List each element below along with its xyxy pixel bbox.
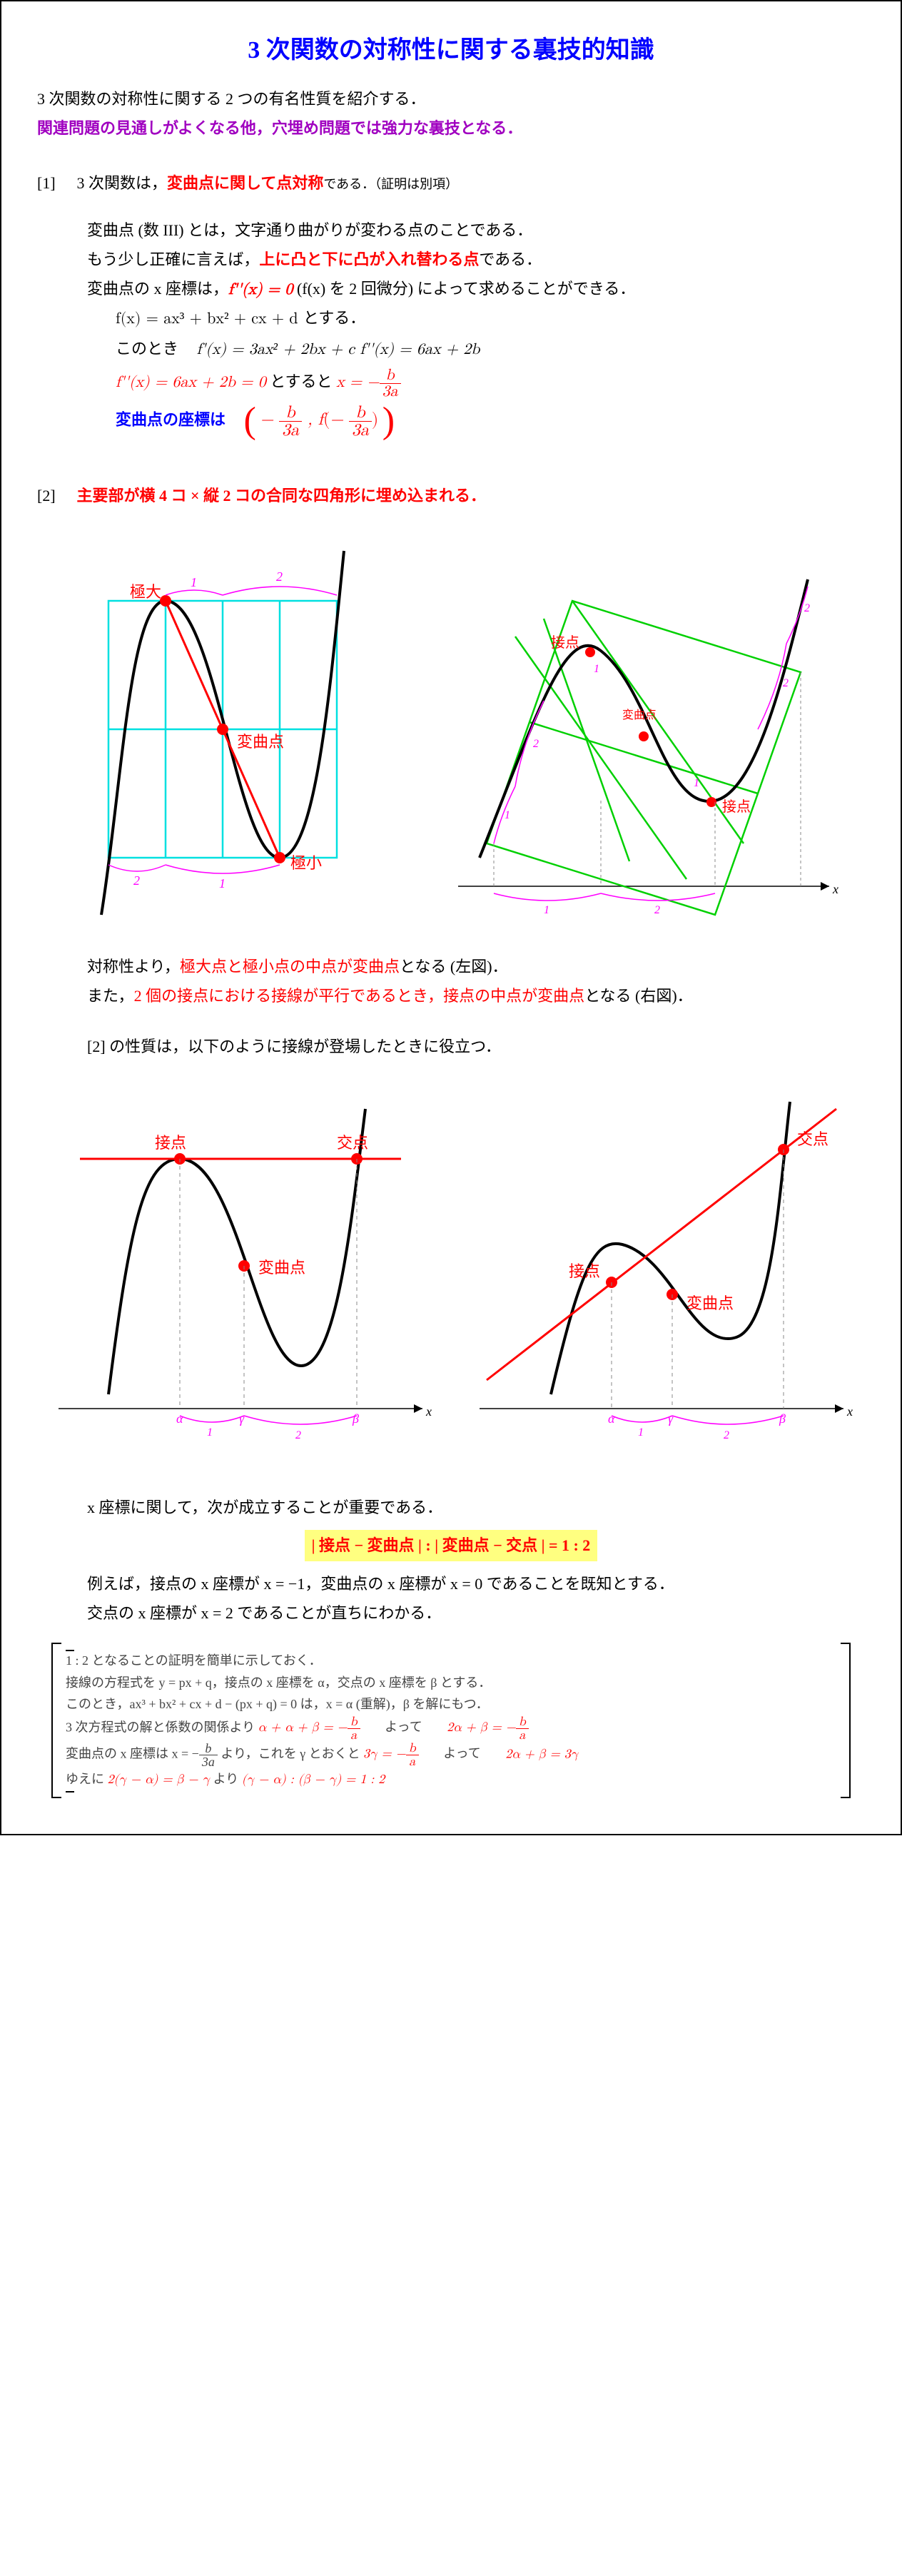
sec1-eq3a: f''(x) = 6ax + 2b = 0 [116,375,266,390]
sec1-eq4a: 変曲点の座標は [116,410,226,428]
svg-text:α: α [176,1411,183,1426]
figure-1-right: x [430,529,843,933]
figure-2-left: x [37,1080,437,1455]
svg-text:1: 1 [544,904,549,916]
sec2-lead: 主要部が横 4 コ × 縦 2 コの合同な四角形に埋め込まれる． [77,487,487,504]
sec1-p2a: もう少し正確に言えば， [87,250,259,268]
proof-l6: ゆえに 2(γ − α) = β − γ より (γ − α) : (β − γ… [66,1768,836,1791]
proof-l3: このとき，ax³ + bx² + cx + d − (px + q) = 0 は… [66,1693,836,1715]
figure-1-left: 極大 変曲点 極小 1 2 2 1 [37,529,408,933]
label-max: 極大 [130,583,161,601]
svg-text:γ: γ [239,1411,245,1426]
ratio-highlight: | 接点 − 変曲点 | : | 変曲点 − 交点 | = 1 : 2 [305,1530,598,1561]
page: 3 次関数の対称性に関する裏技的知識 3 次関数の対称性に関する 2 つの有名性… [0,0,902,1835]
svg-text:x: x [425,1404,432,1419]
svg-text:2: 2 [783,677,789,689]
svg-text:1: 1 [638,1426,644,1439]
svg-text:接点: 接点 [155,1134,186,1152]
sec1-eq2a: このとき [116,340,178,358]
svg-text:接点: 接点 [551,634,579,651]
svg-text:変曲点: 変曲点 [622,709,657,721]
svg-text:β: β [352,1411,359,1426]
svg-text:γ: γ [668,1411,674,1426]
svg-text:2: 2 [724,1429,729,1441]
sec1-eq4: 変曲点の座標は ( − b3a , f(− b3a) ) [37,404,865,439]
sec1-lead-b: 変曲点に関して点対称 [167,174,323,192]
svg-text:交点: 交点 [797,1130,828,1148]
sec1-p3: 変曲点の x 座標は，f''(x) = 0 (f(x) を 2 回微分) によっ… [37,276,865,303]
svg-text:1: 1 [694,777,699,789]
section-2-tag: [2] [37,483,73,508]
svg-text:1: 1 [219,876,226,891]
sec1-eq3b: とすると [266,372,336,390]
intro-line-1: 3 次関数の対称性に関する 2 つの有名性質を紹介する． [37,86,865,111]
mid-1: 対称性より，極大点と極小点の中点が変曲点となる (左図)． [37,954,865,979]
svg-text:1: 1 [505,809,510,821]
sec1-p2b: 上に凸と下に凸が入れ替わる点 [259,250,479,268]
sec1-p3c: (f(x) を 2 回微分) によって求めることができる． [293,280,635,298]
svg-text:変曲点: 変曲点 [258,1259,305,1277]
label-inflect-1: 変曲点 [237,733,284,751]
figure-row-1: 極大 変曲点 極小 1 2 2 1 x [37,529,865,933]
sec1-lead-a: 3 次関数は， [77,174,168,192]
label-min: 極小 [290,854,322,872]
ratio-box-row: | 接点 − 変曲点 | : | 変曲点 − 交点 | = 1 : 2 [37,1530,865,1561]
svg-text:α: α [608,1411,615,1426]
proof-l5: 変曲点の x 座標は x = −b3a より，これを γ とおくと 3γ = −… [66,1742,836,1768]
mid-2: また，2 個の接点における接線が平行であるとき，接点の中点が変曲点となる (右図… [37,983,865,1008]
sec1-p3b: f''(x) = 0 [228,282,293,298]
svg-text:1: 1 [191,575,197,589]
svg-text:1: 1 [594,663,599,675]
svg-text:2: 2 [295,1429,301,1441]
mid-3: [2] の性質は，以下のように接線が登場したときに役立つ． [37,1034,865,1059]
svg-text:2: 2 [654,904,660,916]
bottom-1: x 座標に関して，次が成立することが重要である． [37,1495,865,1520]
svg-text:接点: 接点 [569,1262,600,1280]
sec1-eq3: f''(x) = 6ax + 2b = 0 とすると x = −b3a [37,367,865,400]
proof-l5e: 2α + β = 3γ [505,1748,578,1760]
figure-2-right: x [458,1080,858,1455]
section-2-heading: [2] 主要部が横 4 コ × 縦 2 コの合同な四角形に埋め込まれる． [37,483,865,508]
section-1-heading: [1] 3 次関数は，変曲点に関して点対称である．（証明は別項） [37,171,865,196]
inflection-coord: ( − b3a , f(− b3a) ) [244,410,395,428]
figure-row-2: x [37,1080,865,1455]
svg-text:2: 2 [276,569,283,584]
bottom-2: 例えば，接点の x 座標が x = −1，変曲点の x 座標が x = 0 であ… [37,1571,865,1596]
proof-l1: 1 : 2 となることの証明を簡単に示しておく． [66,1650,836,1672]
sec1-eq2: このとき f'(x) = 3ax² + 2bx + c f''(x) = 6ax… [37,336,865,362]
sec1-lead-c: である．（証明は別項） [323,177,458,191]
svg-text:接点: 接点 [722,798,751,815]
svg-text:x: x [846,1404,853,1419]
sec1-p1: 変曲点 (数 III) とは，文字通り曲がりが変わる点のことである． [37,218,865,243]
proof-l2: 接線の方程式を y = px + q，接点の x 座標を α，交点の x 座標を… [66,1672,836,1694]
sec1-eq1: f(x) = ax³ + bx² + cx + d とする． [37,307,865,332]
svg-text:x: x [832,882,838,896]
svg-text:2: 2 [533,738,539,750]
sec1-eq2b: f'(x) = 3ax² + 2bx + c f''(x) = 6ax + 2b [197,342,480,358]
intro-line-2: 関連問題の見通しがよくなる他，穴埋め問題では強力な裏技となる． [37,116,865,141]
svg-text:交点: 交点 [337,1134,368,1152]
sec1-eq3c: x = −b3a [336,375,400,390]
section-1-tag: [1] [37,171,73,196]
page-title: 3 次関数の対称性に関する裏技的知識 [37,30,865,65]
svg-text:2: 2 [133,873,140,888]
proof-l4: 3 次方程式の解と係数の関係より α + α + β = −ba よって 2α … [66,1715,836,1742]
svg-text:2: 2 [804,602,810,614]
svg-text:β: β [779,1411,786,1426]
proof-box: 1 : 2 となることの証明を簡単に示しておく． 接線の方程式を y = px … [51,1643,851,1798]
sec1-p2c: である． [479,250,542,268]
sec1-p3a: 変曲点の x 座標は， [87,280,228,298]
sec1-p2: もう少し正確に言えば，上に凸と下に凸が入れ替わる点である． [37,247,865,272]
svg-text:1: 1 [207,1426,213,1439]
bottom-3: 交点の x 座標が x = 2 であることが直ちにわかる． [37,1601,865,1626]
svg-text:変曲点: 変曲点 [686,1294,734,1312]
